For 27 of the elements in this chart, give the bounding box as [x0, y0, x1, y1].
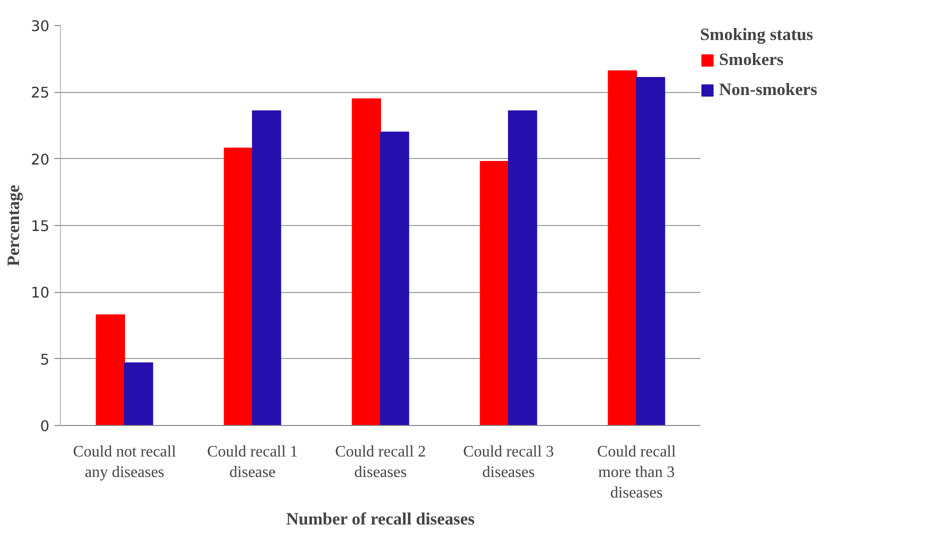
- bar: [124, 362, 154, 426]
- bar: [224, 148, 253, 426]
- y-tick-label: 25: [30, 84, 50, 102]
- bar: [352, 98, 381, 426]
- y-tick-label: 10: [30, 284, 50, 302]
- y-tick-label: 15: [30, 218, 50, 235]
- bar: [96, 314, 125, 426]
- legend-title: Smoking status: [700, 25, 814, 45]
- bar: [608, 70, 637, 426]
- bar: [636, 77, 666, 426]
- bar: [252, 110, 282, 426]
- legend-label: Smokers: [719, 50, 784, 70]
- x-tick-label: Could recall 2 diseases: [335, 444, 426, 481]
- x-tick-label: Could recall more than 3 diseases: [597, 444, 676, 502]
- x-tick-label: Could recall 3 diseases: [463, 444, 554, 481]
- x-tick-label: Could recall 1 disease: [207, 444, 298, 481]
- bar: [508, 110, 538, 426]
- y-tick-label: 30: [30, 18, 50, 35]
- legend-label: Non-smokers: [719, 80, 818, 100]
- x-tick-label: Could not recall any diseases: [72, 444, 177, 481]
- bar: [380, 132, 410, 426]
- y-tick-label: 20: [30, 151, 50, 168]
- y-tick-label: 0: [40, 418, 50, 435]
- bar: [480, 161, 509, 426]
- y-tick-label: 5: [40, 351, 50, 368]
- y-axis-title: Percentage: [4, 184, 23, 266]
- x-axis-title: Number of recall diseases: [286, 509, 475, 528]
